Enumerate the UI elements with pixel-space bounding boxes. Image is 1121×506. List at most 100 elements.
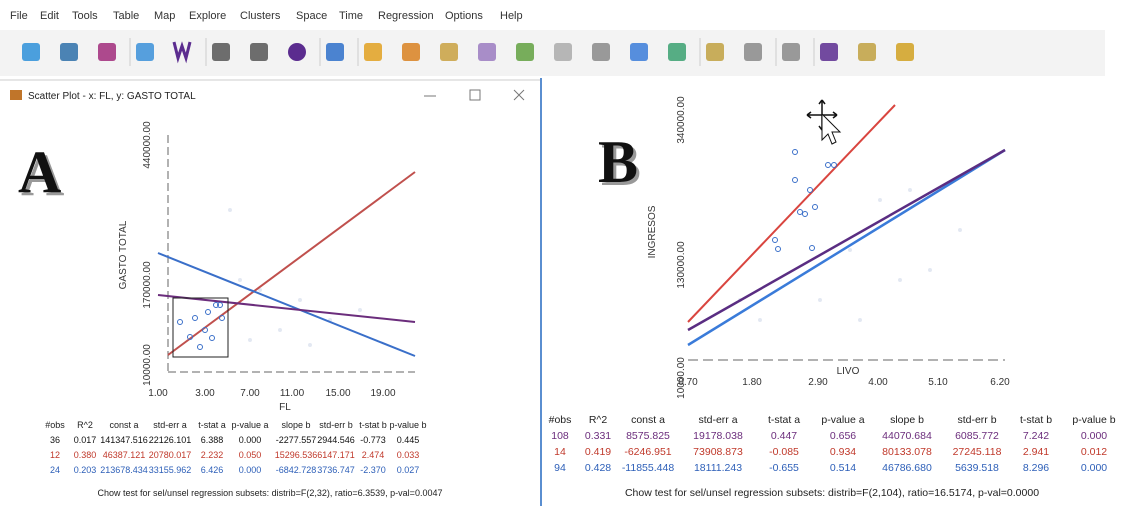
toolbar-button[interactable] (440, 43, 458, 61)
table-cell: 3736.747 (317, 465, 355, 475)
menu-item[interactable]: Regression (378, 10, 434, 22)
table-header: std-err b (319, 420, 353, 430)
toolbar-button[interactable] (364, 43, 382, 61)
toolbar-button[interactable] (592, 43, 610, 61)
toolbar-button[interactable] (706, 43, 724, 61)
toolbar-button[interactable] (250, 43, 268, 61)
table-cell: 0.428 (585, 462, 611, 474)
menu-item[interactable]: Explore (189, 10, 226, 22)
table-cell: -11855.448 (622, 462, 675, 474)
x-tick-label: 3.00 (195, 388, 215, 399)
toolbar-button[interactable] (98, 43, 116, 61)
menu: File Edit Tools Table Map Explore Clusters Spac… (10, 10, 523, 22)
menu-item[interactable]: Options (445, 10, 483, 22)
screen: File Edit Tools Table Map Explore Clusters Spac… (0, 0, 1121, 506)
toolbar-button[interactable] (744, 43, 762, 61)
toolbar-button[interactable] (478, 43, 496, 61)
table-cell: 0.027 (397, 465, 420, 475)
table-cell: 20780.017 (149, 450, 192, 460)
menu-item[interactable]: File (10, 10, 28, 22)
table-cell: -0.655 (769, 462, 799, 474)
toolbar-button[interactable] (820, 43, 838, 61)
table-cell: 0.514 (830, 462, 856, 474)
toolbar-button[interactable] (630, 43, 648, 61)
table-header: p-value a (231, 420, 268, 430)
table-cell: 2944.546 (317, 435, 355, 445)
menu-item[interactable]: Space (296, 10, 327, 22)
table-cell: 0.033 (397, 450, 420, 460)
toolbar-button[interactable] (326, 43, 344, 61)
y-tick-label: 130000.00 (676, 241, 687, 289)
menu-item[interactable]: Map (154, 10, 175, 22)
toolbar-button[interactable] (22, 43, 40, 61)
table-header: std-err a (698, 414, 737, 426)
table-header: slope b (281, 420, 310, 430)
table-cell: 0.000 (1081, 430, 1107, 442)
x-tick-label: 7.00 (240, 388, 260, 399)
toolbar-button[interactable] (212, 43, 230, 61)
menu-item[interactable]: Edit (40, 10, 59, 22)
menu-item[interactable]: Help (500, 10, 523, 22)
table-cell: 36 (50, 435, 60, 445)
y-axis-title: GASTO TOTAL (118, 220, 129, 289)
table-cell: 0.331 (585, 430, 611, 442)
y-axis-title: INGRESOS (647, 205, 658, 258)
toolbar-button[interactable] (782, 43, 800, 61)
table-header: R^2 (77, 420, 93, 430)
table-header: p-value a (821, 414, 864, 426)
toolbar-button[interactable] (668, 43, 686, 61)
table-cell: 213678.434 (100, 465, 148, 475)
table-header: t-stat a (768, 414, 800, 426)
toolbar-button[interactable] (858, 43, 876, 61)
table-cell: 0.380 (74, 450, 97, 460)
table-cell: 2.232 (201, 450, 224, 460)
table-cell: -2.370 (360, 465, 386, 475)
table-header: p-value b (389, 420, 426, 430)
x-axis-title: LIVO (837, 366, 860, 377)
table-cell: 80133.078 (882, 446, 932, 458)
x-tick-label: 6.20 (990, 377, 1010, 388)
table-header: slope b (890, 414, 924, 426)
menu-item[interactable]: Clusters (240, 10, 281, 22)
table-cell: 2.474 (362, 450, 385, 460)
table-cell: 2.941 (1023, 446, 1049, 458)
x-tick-label: 15.00 (325, 388, 350, 399)
table-cell: -6246.951 (624, 446, 671, 458)
table-cell: 0.050 (239, 450, 262, 460)
toolbar-button[interactable] (402, 43, 420, 61)
x-tick-label: 5.10 (928, 377, 948, 388)
y-tick-label: 440000.00 (142, 121, 153, 169)
panel-label: A (18, 139, 61, 205)
table-header: t-stat a (198, 420, 226, 430)
window-title: Scatter Plot - x: FL, y: GASTO TOTAL (28, 91, 196, 102)
menu-item[interactable]: Time (339, 10, 363, 22)
table-cell: 14 (554, 446, 566, 458)
table-cell: 15296.536 (275, 450, 318, 460)
table-cell: 0.934 (830, 446, 856, 458)
table-cell: 0.000 (239, 465, 262, 475)
toolbar-button[interactable] (516, 43, 534, 61)
table-cell: -2277.557 (276, 435, 317, 445)
menu-item[interactable]: Tools (72, 10, 98, 22)
table-cell: 8575.825 (626, 430, 670, 442)
x-tick-label: 1.00 (148, 388, 168, 399)
table-cell: 94 (554, 462, 566, 474)
table-cell: 6085.772 (955, 430, 999, 442)
table-cell: -0.085 (769, 446, 799, 458)
toolbar-button[interactable] (896, 43, 914, 61)
table-cell: 46786.680 (882, 462, 932, 474)
table-header: t-stat b (359, 420, 387, 430)
toolbar-button[interactable] (136, 43, 154, 61)
menu-item[interactable]: Table (113, 10, 139, 22)
table-cell: 44070.684 (882, 430, 932, 442)
chow-test: Chow test for sel/unsel regression subse… (625, 487, 1039, 499)
table-header: std-err b (957, 414, 996, 426)
table-cell: 73908.873 (693, 446, 743, 458)
table-header: R^2 (589, 414, 608, 426)
toolbar-button[interactable] (60, 43, 78, 61)
x-tick-label: 1.80 (742, 377, 762, 388)
toolbar-button[interactable] (288, 43, 306, 61)
toolbar (0, 30, 1105, 76)
x-tick-label: 19.00 (370, 388, 395, 399)
toolbar-button[interactable] (554, 43, 572, 61)
